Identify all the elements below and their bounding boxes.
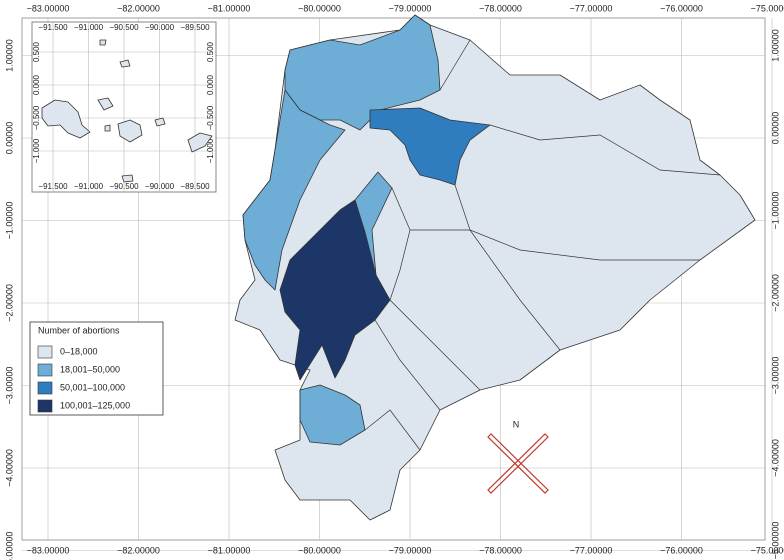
x-tick-label: −76.00000 [660,3,703,13]
island [99,39,107,46]
legend-swatch [37,345,53,359]
x-tick-label: −80.00000 [298,3,341,13]
province [279,199,391,381]
north-arrow [487,433,549,494]
y-tick-label: 0.00000 [4,122,14,155]
x-tick-label: −78.00000 [479,545,522,555]
province-border [389,187,481,391]
x-tick-label: −79.00000 [389,545,432,555]
x-tick-label: −76.00000 [660,545,703,555]
island [104,124,111,132]
y-tick-label: −4.00000 [4,449,14,487]
province-border [364,409,421,451]
y-tick-label: −3.00000 [4,367,14,405]
x-tick-label: −82.00000 [117,3,160,13]
x-tick-label: −81.00000 [208,3,251,13]
y-tick-label: −2.00000 [770,274,780,312]
province-border [374,319,441,411]
island [187,132,213,153]
y-tick-label: −2.00000 [4,284,14,322]
island [154,117,166,127]
inset-y-tick-label: 0.500 [32,41,41,62]
inset-x-tick-label: −91.000 [74,23,104,32]
province-border [439,39,471,91]
island [121,174,134,183]
inset-y-tick-label: −0.500 [32,105,41,130]
y-tick-label: −1.00000 [4,202,14,240]
x-tick-label: −77.00000 [570,545,613,555]
legend-label: 18,001–50,000 [60,364,120,374]
island [97,97,114,111]
north-label: N [513,419,520,429]
province-border [454,184,700,261]
inset-x-tick-label: −91.500 [38,23,68,32]
legend-swatch [37,381,53,395]
x-tick-label: −75.00000 [751,3,784,13]
inset-x-tick-label: −90.500 [109,182,139,191]
inset-y-tick-label: −1.000 [206,138,215,163]
inset-x-tick-label: −90.000 [145,182,175,191]
inset-x-tick-label: −91.000 [74,182,104,191]
x-tick-label: −77.00000 [570,3,613,13]
y-tick-label: 0.00000 [770,112,780,145]
y-tick-label: −5.00000 [770,522,780,560]
inset-y-tick-label: −0.500 [206,105,215,130]
inset-map: −91.500 −91.500 −91.000 −91.000 −90.500 −90.5… [31,21,217,193]
x-tick-label: −82.00000 [117,545,160,555]
x-tick-label: −83.00000 [27,3,70,13]
inset-x-tick-label: −90.500 [109,23,139,32]
inset-y-tick-label: 0.000 [206,74,215,95]
x-tick-label: −80.00000 [298,545,341,555]
x-tick-label: −78.00000 [479,3,522,13]
province-border [410,229,561,351]
province-border [489,124,721,176]
legend-swatch [37,363,53,377]
y-tick-label: −1.00000 [770,192,780,230]
x-tick-label: −83.00000 [27,545,70,555]
y-tick-label: −5.00000 [4,532,14,560]
x-tick-label: −81.00000 [208,545,251,555]
island [119,59,131,68]
x-tick-label: −79.00000 [389,3,432,13]
inset-y-tick-label: 0.500 [206,41,215,62]
inset-y-tick-label: −1.000 [32,138,41,163]
provinces [234,14,756,521]
y-tick-label: 1.00000 [770,29,780,62]
inset-x-tick-label: −89.500 [180,182,210,191]
y-tick-label: 1.00000 [4,39,14,72]
y-tick-label: −4.00000 [770,439,780,477]
legend-swatch [37,399,53,413]
legend-title: Number of abortions [38,325,120,335]
y-tick-label: −3.00000 [770,357,780,395]
inset-x-tick-label: −89.500 [180,23,210,32]
inset-x-tick-label: −91.500 [38,182,68,191]
legend-label: 0–18,000 [60,346,98,356]
x-tick-label: −75.00000 [751,545,784,555]
province [242,89,346,291]
inset-x-tick-label: −90.000 [145,23,175,32]
legend-label: 50,001–100,000 [60,382,125,392]
legend: Number of abortions 0–18,000 18,001–50,00… [29,321,164,416]
inset-y-tick-label: 0.000 [32,74,41,95]
province [369,107,491,186]
legend-label: 100,001–125,000 [60,400,130,410]
island [41,99,91,139]
island [117,119,143,143]
